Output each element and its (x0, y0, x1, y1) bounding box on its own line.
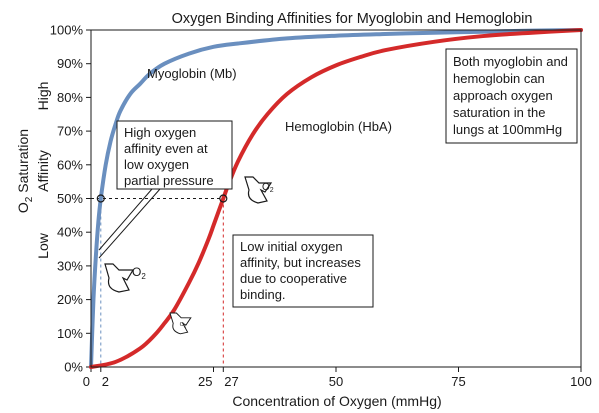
half-saturation-markers (96, 194, 228, 203)
lung-annotation-text: Both myoglobin and hemoglobin can approa… (453, 54, 572, 137)
hemoglobin-annotation-box (232, 234, 374, 308)
myoglobin-note-line: partial pressure (124, 173, 214, 188)
y-axis-label: O2 Saturation (15, 129, 35, 213)
x-tick-label: 75 (451, 374, 465, 389)
oxygen-binding-icon: O2 (104, 263, 146, 293)
y-label-o: O (15, 202, 31, 213)
lung-note-line: hemoglobin can (453, 71, 545, 86)
x-tick-label: 25 (198, 374, 212, 389)
o2-letter: O (132, 265, 141, 279)
myoglobin-curve (89, 28, 583, 369)
x-tick-label: 27 (224, 374, 238, 389)
lung-note-line: Both myoglobin and (453, 54, 568, 69)
lung-note-line: approach oxygen (453, 88, 553, 103)
lung-note-line: lungs at 100mmHg (453, 122, 562, 137)
p50-marker (96, 194, 105, 203)
y-tick-label: 90% (57, 56, 83, 71)
binding-site-shape (169, 312, 192, 335)
hemoglobin-note-line: due to cooperative (240, 271, 347, 286)
affinity-label: Affinity (35, 150, 51, 192)
y-tick-label: 100% (50, 23, 84, 38)
y-tick-label: 40% (57, 225, 83, 240)
y-tick-label: 70% (57, 124, 83, 139)
y-tick-label: 10% (57, 326, 83, 341)
lung-annotation: Both myoglobin and hemoglobin can approa… (445, 48, 578, 144)
myoglobin-annotation: High oxygen affinity even at low oxygen … (98, 120, 233, 259)
y-tick-label: 50% (57, 191, 83, 206)
affinity-low-label: Low (35, 232, 51, 259)
binding-site-shape (244, 176, 273, 204)
oxygen-binding-icon: O2 (169, 312, 192, 335)
hemoglobin-note-line: affinity, but increases (240, 255, 361, 270)
myoglobin-annotation-box (116, 120, 233, 190)
myoglobin-note-line: High oxygen (124, 125, 196, 140)
o2-subscript: 2 (141, 272, 146, 281)
o2-letter: O (262, 182, 270, 193)
lung-annotation-box (445, 48, 578, 144)
hemoglobin-annotation: Low initial oxygen affinity, but increas… (232, 234, 374, 308)
myoglobin-annotation-pointer (98, 188, 161, 259)
o2-subscript: 2 (270, 187, 274, 194)
y-tick-label: 20% (57, 292, 83, 307)
affinity-high-label: High (35, 82, 51, 111)
x-tick-label: 0 (83, 374, 90, 389)
o2-label: O2 (262, 182, 274, 194)
x-axis-label: Concentration of Oxygen (mmHg) (232, 393, 441, 409)
y-label-rest: Saturation (15, 129, 31, 197)
o2-label: O2 (180, 322, 187, 329)
myoglobin-annotation-pointer (98, 188, 153, 251)
myoglobin-annotation-text: High oxygen affinity even at low oxygen … (124, 125, 214, 188)
reference-lines (91, 198, 224, 367)
y-tick-label: 30% (57, 258, 83, 273)
myoglobin-label: Myoglobin (Mb) (147, 66, 237, 81)
y-tick-label: 60% (57, 157, 83, 172)
x-axis-ticks: 0 2 25 27 50 75 100 (83, 367, 592, 389)
y-label-sub: 2 (24, 196, 35, 202)
o2-letter: O (180, 322, 185, 328)
p50-marker (219, 194, 228, 203)
y-tick-label: 80% (57, 90, 83, 105)
oxygen-binding-icon: O2 (244, 176, 274, 204)
myoglobin-note-line: affinity even at (124, 141, 208, 156)
lung-note-line: saturation in the (453, 105, 546, 120)
hemoglobin-label: Hemoglobin (HbA) (285, 119, 392, 134)
hemoglobin-annotation-text: Low initial oxygen affinity, but increas… (240, 239, 365, 302)
x-tick-label: 2 (102, 374, 109, 389)
hemoglobin-note-line: binding. (240, 287, 286, 302)
y-tick-label: 0% (64, 360, 83, 375)
o2-label: O2 (132, 265, 146, 281)
hemoglobin-note-line: Low initial oxygen (240, 239, 343, 254)
x-tick-label: 100 (570, 374, 592, 389)
x-tick-label: 50 (329, 374, 343, 389)
y-axis-ticks: 0% 10% 20% 30% 40% 50% 60% 70% 80% 90% 100% (50, 23, 91, 375)
binding-site-shape (104, 263, 135, 293)
chart-title: Oxygen Binding Affinities for Myoglobin … (172, 11, 533, 27)
o2-subscript: 2 (184, 323, 187, 328)
myoglobin-note-line: low oxygen (124, 157, 189, 172)
plot-frame (90, 29, 582, 368)
